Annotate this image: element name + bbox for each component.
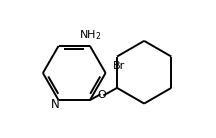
Text: NH$_2$: NH$_2$ bbox=[79, 29, 102, 42]
Text: N: N bbox=[51, 99, 60, 112]
Text: O: O bbox=[98, 90, 106, 100]
Text: Br: Br bbox=[113, 61, 125, 71]
